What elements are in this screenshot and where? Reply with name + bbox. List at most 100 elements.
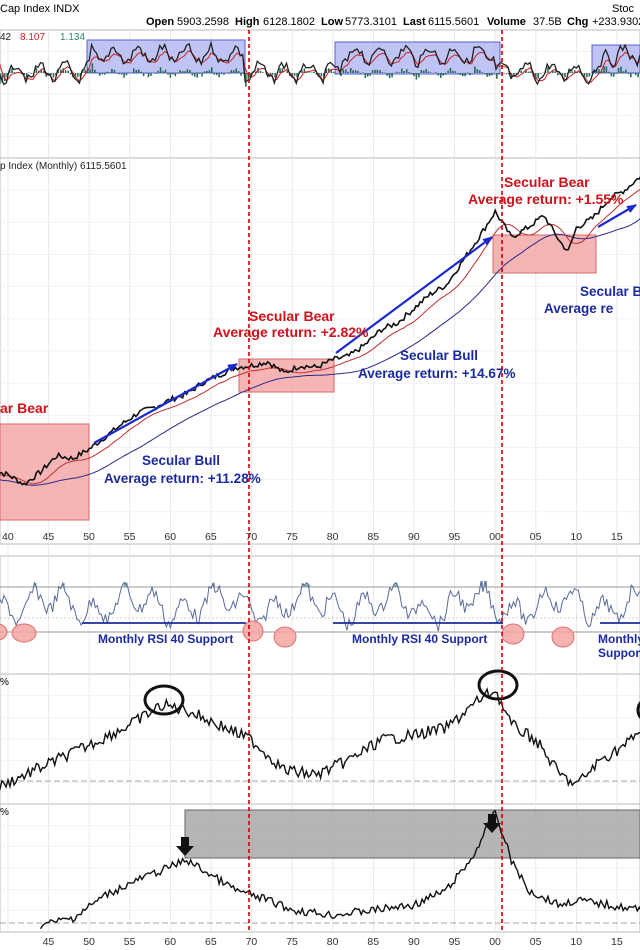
x-tick-label: 65	[205, 531, 217, 543]
high-label: High	[235, 16, 260, 28]
x-tick-label: 00	[489, 936, 501, 948]
rsi-support-label-1: Monthly RSI 40 Support	[98, 632, 233, 646]
rsi-circle-1	[11, 623, 37, 643]
low-label: Low	[321, 16, 343, 28]
pct-panel-1-line	[0, 687, 640, 791]
secular-bear-3-title: Secular Bear	[504, 174, 590, 190]
x-tick-label: 70	[246, 936, 258, 948]
grid-lines	[0, 30, 640, 932]
price-long-moving-average	[0, 218, 640, 486]
x-tick-label: 45	[43, 936, 55, 948]
macd-line	[0, 40, 640, 86]
price-line	[0, 175, 640, 486]
x-tick-label: 60	[164, 936, 176, 948]
x-axis-bottom: 45 50 55 60 65 70 75 80 85 90 95 00 05 10 15	[43, 936, 623, 948]
peak-circle-2	[477, 669, 519, 701]
x-tick-label: 85	[367, 531, 379, 543]
chart-title: Cap Index INDX	[0, 3, 80, 15]
secular-bull-3-return: Average re	[544, 301, 614, 316]
rsi-circle-3	[273, 626, 297, 648]
rsi-support-label-3a: Monthly	[598, 632, 640, 646]
pct-panel-2-arrows	[176, 814, 501, 856]
trend-arrows	[93, 204, 637, 444]
panel-frames	[0, 29, 640, 933]
x-tick-label: 90	[408, 531, 420, 543]
x-tick-label: 05	[530, 531, 542, 543]
secular-bear-3-return: Average return: +1.55%	[468, 191, 624, 207]
rsi-circle-5	[551, 626, 575, 648]
rsi-circle-2	[242, 620, 264, 642]
secular-bull-1-title: Secular Bull	[142, 453, 220, 468]
rsi-panel-frame	[0, 555, 640, 675]
low-value: 5773.3101	[345, 16, 397, 28]
macd-legend-c: 1.134	[60, 32, 85, 43]
x-tick-label: 75	[286, 936, 298, 948]
x-tick-label: 60	[164, 531, 176, 543]
last-value: 6115.5601	[428, 16, 479, 28]
rsi-circle-0	[0, 623, 8, 641]
x-tick-label: 85	[367, 936, 379, 948]
x-tick-label: 15	[611, 936, 623, 948]
rsi-overbought-fill	[34, 581, 634, 587]
x-tick-label: 05	[530, 936, 542, 948]
x-tick-label: 90	[408, 936, 420, 948]
x-tick-label: 70	[246, 531, 258, 543]
x-tick-label: 95	[449, 531, 461, 543]
x-tick-label: 95	[449, 936, 461, 948]
open-value: 5903.2598	[177, 16, 229, 28]
macd-legend-b: 8.107	[20, 32, 45, 43]
x-tick-label: 10	[570, 936, 582, 948]
trend-arrow-1	[93, 363, 238, 444]
x-tick-label: 15	[611, 531, 623, 543]
volume-label: Volume	[487, 16, 526, 28]
x-tick-label: 55	[124, 531, 136, 543]
x-tick-label: 00	[489, 531, 501, 543]
peak-circle-1	[143, 684, 185, 716]
pct-panel-1-circles	[143, 669, 640, 719]
rsi-support-label-3b: Support	[598, 646, 640, 660]
x-tick-label: 75	[286, 531, 298, 543]
secular-bull-1-return: Average return: +11.28%	[104, 471, 261, 486]
x-tick-label: 50	[83, 531, 95, 543]
secular-bull-2-title: Secular Bull	[400, 348, 478, 363]
change-value: +233.9302	[592, 16, 640, 28]
down-arrow-1	[176, 837, 194, 856]
rsi-support-circles	[0, 620, 575, 648]
bear-box-1	[0, 423, 90, 521]
trend-arrow-2	[335, 236, 493, 354]
bear-box-3	[492, 234, 597, 274]
peak-circle-3	[636, 701, 640, 719]
rsi-circle-4	[501, 623, 525, 645]
secular-bear-1-label: ar Bear	[0, 400, 49, 416]
trend-arrow-3	[597, 204, 637, 228]
macd-box-1	[86, 39, 246, 74]
secular-bear-2-return: Average return: +2.82%	[213, 324, 369, 340]
x-tick-label: 45	[43, 531, 55, 543]
x-tick-label: 65	[205, 936, 217, 948]
x-tick-label: 55	[124, 936, 136, 948]
secular-bull-3-title: Secular B	[580, 284, 640, 299]
high-value: 6128.1802	[263, 16, 315, 28]
open-label: Open	[146, 16, 174, 28]
macd-histogram	[0, 63, 640, 87]
change-label: Chg	[567, 16, 588, 28]
pct-panel-2-gray-box	[184, 809, 640, 859]
pct-panel-2-frame	[0, 803, 640, 933]
volume-value: 37.5B	[533, 16, 562, 28]
x-axis-top: 40 45 50 55 60 65 70 75 80 85 90 95 00 05 10 15	[2, 531, 623, 543]
pct-panel-2-line	[39, 809, 640, 930]
macd-legend-a: 42	[0, 32, 12, 43]
price-short-moving-average	[0, 188, 640, 485]
x-tick-label: 10	[570, 531, 582, 543]
rsi-line	[0, 581, 640, 632]
vertical-markers	[248, 30, 503, 932]
pct-panel-1-label: %	[0, 677, 9, 688]
pct-panel-2-label: %	[0, 807, 9, 818]
x-tick-label: 80	[327, 936, 339, 948]
secular-bear-2-title: Secular Bear	[249, 308, 335, 324]
rsi-support-label-2: Monthly RSI 40 Support	[352, 632, 487, 646]
watermark-text: Stoc	[612, 3, 635, 15]
last-label: Last	[403, 16, 426, 28]
price-panel-label: p Index (Monthly) 6115.5601	[0, 161, 127, 172]
